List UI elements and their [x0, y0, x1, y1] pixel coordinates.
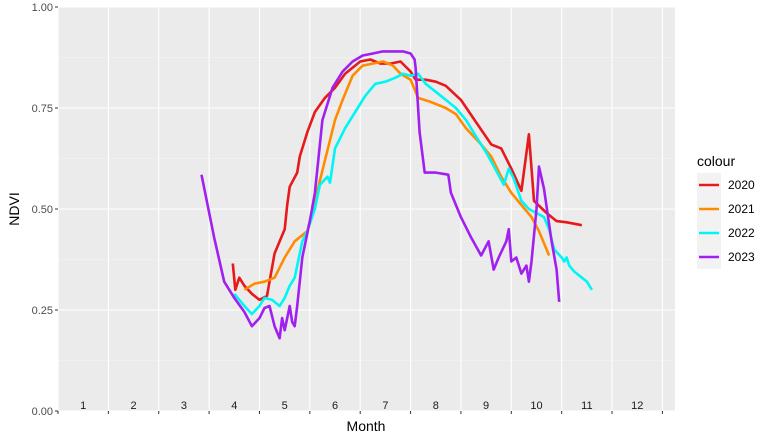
month-label: 3 — [181, 400, 187, 412]
y-tick-label: 0.75 — [32, 103, 53, 115]
legend-title: colour — [697, 153, 735, 169]
month-label: 8 — [433, 400, 439, 412]
legend-label-2020: 2020 — [728, 178, 755, 192]
y-tick-label: 0.00 — [32, 406, 53, 418]
y-axis-title: NDVI — [6, 192, 22, 225]
legend-label-2023: 2023 — [728, 250, 755, 264]
legend-label-2021: 2021 — [728, 202, 755, 216]
month-label: 1 — [80, 400, 86, 412]
month-label: 7 — [382, 400, 388, 412]
month-label: 9 — [483, 400, 489, 412]
y-tick-label: 0.25 — [32, 305, 53, 317]
legend: colour 2020 2021 2022 2023 — [697, 153, 755, 269]
series-line-2020 — [231, 58, 583, 302]
month-label: 12 — [631, 400, 643, 412]
month-label: 4 — [231, 400, 237, 412]
y-tick-label: 0.50 — [32, 204, 53, 216]
x-axis — [57, 411, 663, 414]
month-labels: 1 2 3 4 5 6 7 8 9 10 11 12 — [80, 400, 643, 412]
grid-major — [57, 6, 675, 412]
series-line-2021 — [243, 60, 551, 291]
y-axis: 0.00 0.25 0.50 0.75 1.00 — [32, 2, 58, 418]
x-axis-title: Month — [347, 418, 386, 434]
month-label: 5 — [282, 400, 288, 412]
month-label: 6 — [332, 400, 338, 412]
month-label: 11 — [581, 400, 592, 412]
series-line-2023 — [200, 50, 561, 340]
legend-label-2022: 2022 — [728, 226, 755, 240]
month-label: 2 — [130, 400, 136, 412]
series-layer — [200, 50, 594, 340]
grid-minor — [58, 57, 675, 361]
y-tick-label: 1.00 — [32, 2, 53, 14]
month-label: 10 — [530, 400, 542, 412]
